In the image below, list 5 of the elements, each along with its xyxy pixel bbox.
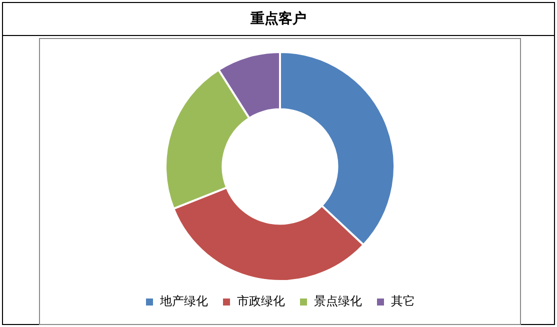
legend-label: 市政绿化 [237,294,285,308]
chart-title: 重点客户 [3,3,554,36]
legend-label: 其它 [391,294,415,308]
legend-label: 地产绿化 [159,294,208,308]
legend-label: 景点绿化 [314,294,362,308]
